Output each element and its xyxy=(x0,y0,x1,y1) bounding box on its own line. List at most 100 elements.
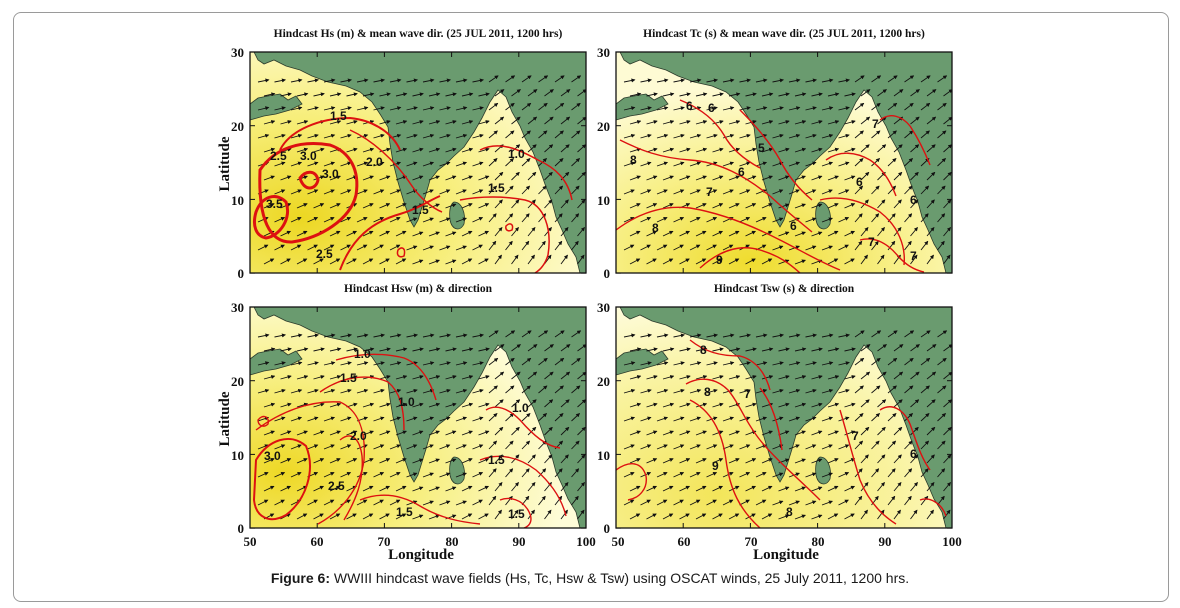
direction-arrow xyxy=(439,361,451,366)
direction-arrow xyxy=(679,458,691,464)
direction-arrow xyxy=(527,399,537,408)
x-tick-label: 60 xyxy=(311,534,324,549)
direction-arrow xyxy=(629,402,642,408)
direction-arrow xyxy=(920,240,929,251)
direction-arrow xyxy=(422,388,435,394)
direction-arrow xyxy=(455,361,468,366)
direction-arrow xyxy=(263,120,276,125)
direction-arrow xyxy=(943,481,951,492)
x-axis-label: Longitude xyxy=(388,547,454,563)
direction-arrow xyxy=(722,189,734,195)
direction-arrow xyxy=(662,230,674,237)
direction-arrow xyxy=(296,258,308,265)
direction-arrow xyxy=(439,189,451,195)
direction-arrow xyxy=(527,371,538,380)
direction-arrow xyxy=(511,509,519,520)
direction-arrow xyxy=(860,454,869,464)
direction-arrow xyxy=(623,472,635,478)
direction-arrow xyxy=(788,444,800,450)
direction-arrow xyxy=(937,385,947,394)
direction-arrow xyxy=(722,416,735,422)
direction-arrow xyxy=(745,375,757,380)
contour-label: 8 xyxy=(786,505,793,519)
direction-arrow xyxy=(827,430,839,436)
direction-arrow xyxy=(554,357,565,366)
direction-arrow xyxy=(821,444,833,450)
direction-arrow xyxy=(910,454,919,464)
direction-arrow xyxy=(412,430,424,436)
x-tick-label: 80 xyxy=(446,534,459,549)
direction-arrow xyxy=(679,175,691,181)
direction-arrow xyxy=(307,444,319,450)
direction-arrow xyxy=(712,175,724,181)
direction-arrow xyxy=(844,258,855,265)
direction-arrow xyxy=(904,185,913,195)
direction-arrow xyxy=(313,513,324,520)
y-tick-label: 20 xyxy=(597,119,610,134)
direction-arrow xyxy=(521,357,532,366)
direction-arrow xyxy=(728,458,740,464)
direction-arrow xyxy=(904,495,912,506)
direction-arrow xyxy=(521,468,530,478)
direction-arrow xyxy=(811,402,823,408)
direction-arrow xyxy=(571,130,581,139)
direction-arrow xyxy=(511,254,519,265)
direction-arrow xyxy=(656,444,668,450)
y-tick-label: 30 xyxy=(231,45,244,60)
direction-arrow xyxy=(877,481,885,492)
direction-arrow xyxy=(455,217,467,223)
direction-arrow xyxy=(571,357,581,366)
direction-arrow xyxy=(428,486,440,492)
direction-arrow xyxy=(445,231,457,237)
direction-arrow xyxy=(904,385,914,394)
direction-arrow xyxy=(538,213,547,223)
direction-arrow xyxy=(910,509,918,520)
direction-arrow xyxy=(346,147,358,153)
direction-arrow xyxy=(307,217,319,223)
direction-arrow xyxy=(323,333,336,338)
direction-arrow xyxy=(478,375,490,380)
contour-label: 9 xyxy=(716,253,723,267)
direction-arrow xyxy=(838,189,850,195)
direction-arrow xyxy=(904,213,913,223)
direction-arrow xyxy=(811,120,823,125)
direction-arrow xyxy=(478,120,490,125)
direction-arrow xyxy=(257,444,269,450)
direction-arrow xyxy=(893,426,903,436)
direction-arrow xyxy=(679,120,691,125)
direction-arrow xyxy=(811,92,823,97)
direction-arrow xyxy=(745,258,756,265)
direction-arrow xyxy=(794,486,806,492)
direction-arrow xyxy=(571,185,580,195)
direction-arrow xyxy=(538,102,548,111)
y-tick-label: 0 xyxy=(604,266,611,281)
direction-arrow xyxy=(406,500,418,506)
direction-arrow xyxy=(323,133,336,139)
direction-arrow xyxy=(844,458,856,464)
direction-arrow xyxy=(827,120,840,125)
wave-direction-arrows xyxy=(623,75,952,265)
direction-arrow xyxy=(937,213,946,223)
direction-arrow xyxy=(794,259,806,265)
direction-arrow xyxy=(356,361,369,366)
direction-arrow xyxy=(571,102,581,111)
contour-label: 7 xyxy=(706,185,713,199)
direction-arrow xyxy=(673,361,685,366)
direction-arrow xyxy=(827,175,839,181)
direction-arrow xyxy=(313,375,325,380)
direction-arrow xyxy=(439,500,451,506)
direction-arrow xyxy=(640,416,652,422)
direction-arrow xyxy=(920,468,929,478)
direction-arrow xyxy=(761,430,773,436)
direction-arrow xyxy=(805,444,817,450)
direction-arrow xyxy=(623,444,635,450)
direction-arrow xyxy=(805,500,817,506)
direction-arrow xyxy=(538,495,546,506)
direction-arrow xyxy=(827,147,840,153)
direction-arrow xyxy=(755,333,768,338)
direction-arrow xyxy=(395,258,407,265)
direction-arrow xyxy=(571,240,579,251)
direction-arrow xyxy=(538,240,546,251)
direction-arrow xyxy=(461,258,473,265)
